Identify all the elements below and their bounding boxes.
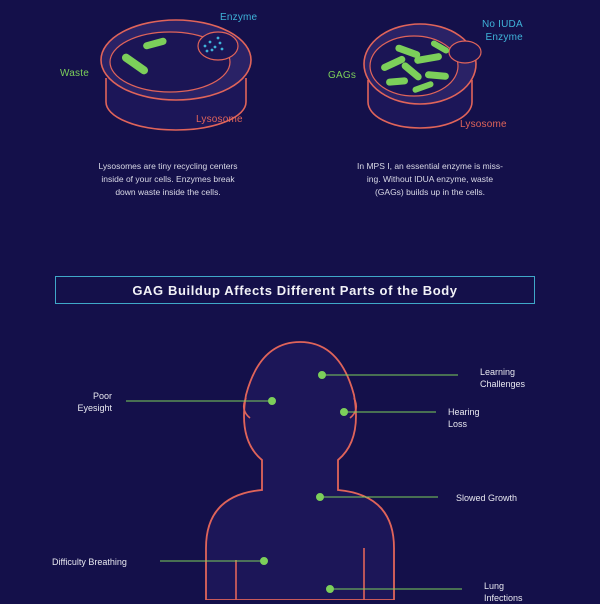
enzyme-label: Enzyme xyxy=(220,12,258,23)
lysosome-mps1 xyxy=(363,23,482,129)
waste-particle xyxy=(121,53,149,75)
label-slowed-growth: Slowed Growth xyxy=(456,493,518,503)
ear-left xyxy=(242,397,251,419)
gag-particles xyxy=(381,40,450,93)
ear-right xyxy=(349,397,358,419)
gags-label: GAGs xyxy=(328,70,357,81)
waste-label: Waste xyxy=(60,68,89,79)
label-difficulty-breathing: Difficulty Breathing xyxy=(52,557,127,567)
label-lung-infections: Lung Infections xyxy=(484,581,523,603)
connectors xyxy=(126,371,462,593)
no-iuda-enzyme-label: No IUDA Enzyme xyxy=(482,19,523,43)
label-hearing-loss: Hearing Loss xyxy=(448,407,480,429)
lysosome-label-2: Lysosome xyxy=(460,119,507,130)
waste-particle xyxy=(143,37,167,50)
lysosome-healthy xyxy=(100,19,252,131)
caption-healthy: Lysosomes are tiny recycling centers ins… xyxy=(98,161,238,197)
caption-mps1: In MPS I, an essential enzyme is miss- i… xyxy=(357,161,503,197)
label-poor-eyesight: Poor Eyesight xyxy=(77,391,112,413)
enzyme-dots xyxy=(203,36,224,53)
label-learning-challenges: Learning Challenges xyxy=(480,367,526,389)
lysosome-label: Lysosome xyxy=(196,114,243,125)
body-silhouette xyxy=(205,341,395,600)
section-banner: GAG Buildup Affects Different Parts of t… xyxy=(55,276,535,304)
